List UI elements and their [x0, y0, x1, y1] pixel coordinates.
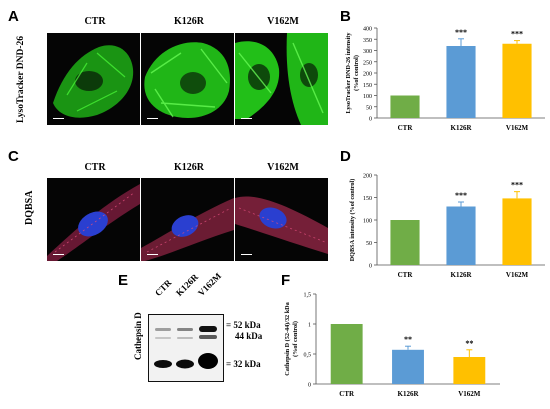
marker-32kda: = 32 kDa [226, 359, 261, 369]
significance-marker: *** [511, 30, 523, 39]
y-tick-label: 150 [363, 196, 372, 202]
y-tick-label: 100 [363, 94, 372, 100]
panel-label-b: B [340, 8, 351, 25]
bar-k126r [446, 46, 476, 118]
marker-label: 32 kDa [233, 359, 261, 369]
y-tick-label: 50 [366, 241, 372, 247]
lysotracker-image-ctr [47, 33, 140, 125]
panel-a-col-ctr: CTR [84, 16, 106, 27]
marker-44kda: 44 kDa [235, 331, 262, 341]
x-tick-label: V162M [506, 124, 529, 132]
bar-ctr [390, 220, 420, 265]
y-axis-label-secondary: (%of control) [353, 55, 360, 91]
y-tick-label: 50 [366, 105, 372, 111]
y-tick-label: 300 [363, 49, 372, 55]
x-tick-label: CTR [398, 271, 414, 279]
lysotracker-image-k126r [141, 33, 234, 125]
y-tick-label: 1 [308, 323, 311, 329]
x-tick-label: K126R [451, 124, 473, 132]
y-tick-label: 150 [363, 83, 372, 89]
y-axis-label: DQBSA intensity (%of control) [349, 179, 356, 262]
panel-label-c: C [8, 148, 19, 165]
y-axis-label: LysoTracker DND-26 intensity [345, 32, 352, 114]
significance-marker: ** [465, 339, 473, 348]
marker-52kda: = 52 kDa [226, 320, 261, 330]
significance-marker: *** [455, 191, 467, 200]
western-blot [148, 314, 224, 382]
y-tick-label: 200 [363, 174, 372, 180]
panel-c-col-v162m: V162M [267, 162, 299, 173]
y-tick-label: 0 [308, 383, 311, 389]
dqbsa-image-v162m [235, 178, 328, 261]
y-tick-label: 400 [363, 27, 372, 33]
marker-label: 44 kDa [235, 331, 263, 341]
chart-b: 0 50 100 150 200 250 300 350 400 LysoTracker DND-… [340, 14, 550, 140]
y-tick-label: 0 [369, 117, 372, 123]
x-tick-label: K126R [398, 390, 420, 398]
significance-marker: *** [455, 28, 467, 37]
lysotracker-image-v162m [235, 33, 328, 125]
marker-tick: = [226, 359, 232, 369]
y-tick-label: 350 [363, 38, 372, 44]
marker-label: 52 kDa [233, 320, 261, 330]
x-tick-label: V162M [506, 271, 529, 279]
bar-ctr [390, 95, 420, 118]
dqbsa-image-k126r [141, 178, 234, 261]
panel-label-e: E [118, 272, 129, 289]
significance-marker: *** [511, 181, 523, 190]
panel-a-col-k126r: K126R [174, 16, 204, 27]
y-tick-label: 0 [369, 264, 372, 270]
bar-v162m [502, 198, 532, 265]
y-tick-label: 250 [363, 60, 372, 66]
dqbsa-image-ctr [47, 178, 140, 261]
bar-k126r [392, 349, 424, 384]
panel-c-ylabel: DQBSA [24, 190, 35, 225]
bar-ctr [330, 324, 363, 384]
significance-marker: ** [404, 335, 412, 344]
bar-k126r [446, 206, 476, 265]
chart-d: 0 50 100 150 200 DQBSA intensity (%of control… [340, 154, 550, 284]
panel-label-f: F [281, 272, 291, 289]
y-axis-label: Cathepsin D (52-44)/32 kDa [284, 302, 291, 375]
lane-label-ctr: CTR [152, 277, 174, 298]
panel-a-ylabel: LysoTracker DND-26 [16, 36, 26, 123]
panel-label-d: D [340, 148, 351, 165]
x-tick-label: CTR [339, 390, 355, 398]
marker-tick: = [226, 320, 232, 330]
y-axis-label-secondary: (%of control) [292, 321, 299, 357]
lane-label-k126r: K126R [173, 271, 201, 298]
panel-c-col-ctr: CTR [84, 162, 106, 173]
x-tick-label: K126R [451, 271, 473, 279]
panel-e-ylabel: Cathepsin D [133, 312, 143, 360]
x-tick-label: CTR [398, 124, 414, 132]
bar-v162m [502, 43, 532, 118]
panel-label-a: A [8, 8, 19, 25]
y-tick-label: 1,5 [304, 293, 312, 299]
y-tick-label: 200 [363, 72, 372, 78]
y-tick-label: 100 [363, 219, 372, 225]
panel-a-col-v162m: V162M [267, 16, 299, 27]
x-tick-label: V162M [458, 390, 481, 398]
chart-f: 0 0,5 1 1,5 Cathepsin D (52-44)/32 kDa (%of c… [278, 282, 508, 404]
bar-v162m [453, 357, 486, 384]
panel-c-col-k126r: K126R [174, 162, 204, 173]
lane-label-v162m: V162M [195, 270, 224, 298]
y-tick-label: 0,5 [304, 353, 312, 359]
